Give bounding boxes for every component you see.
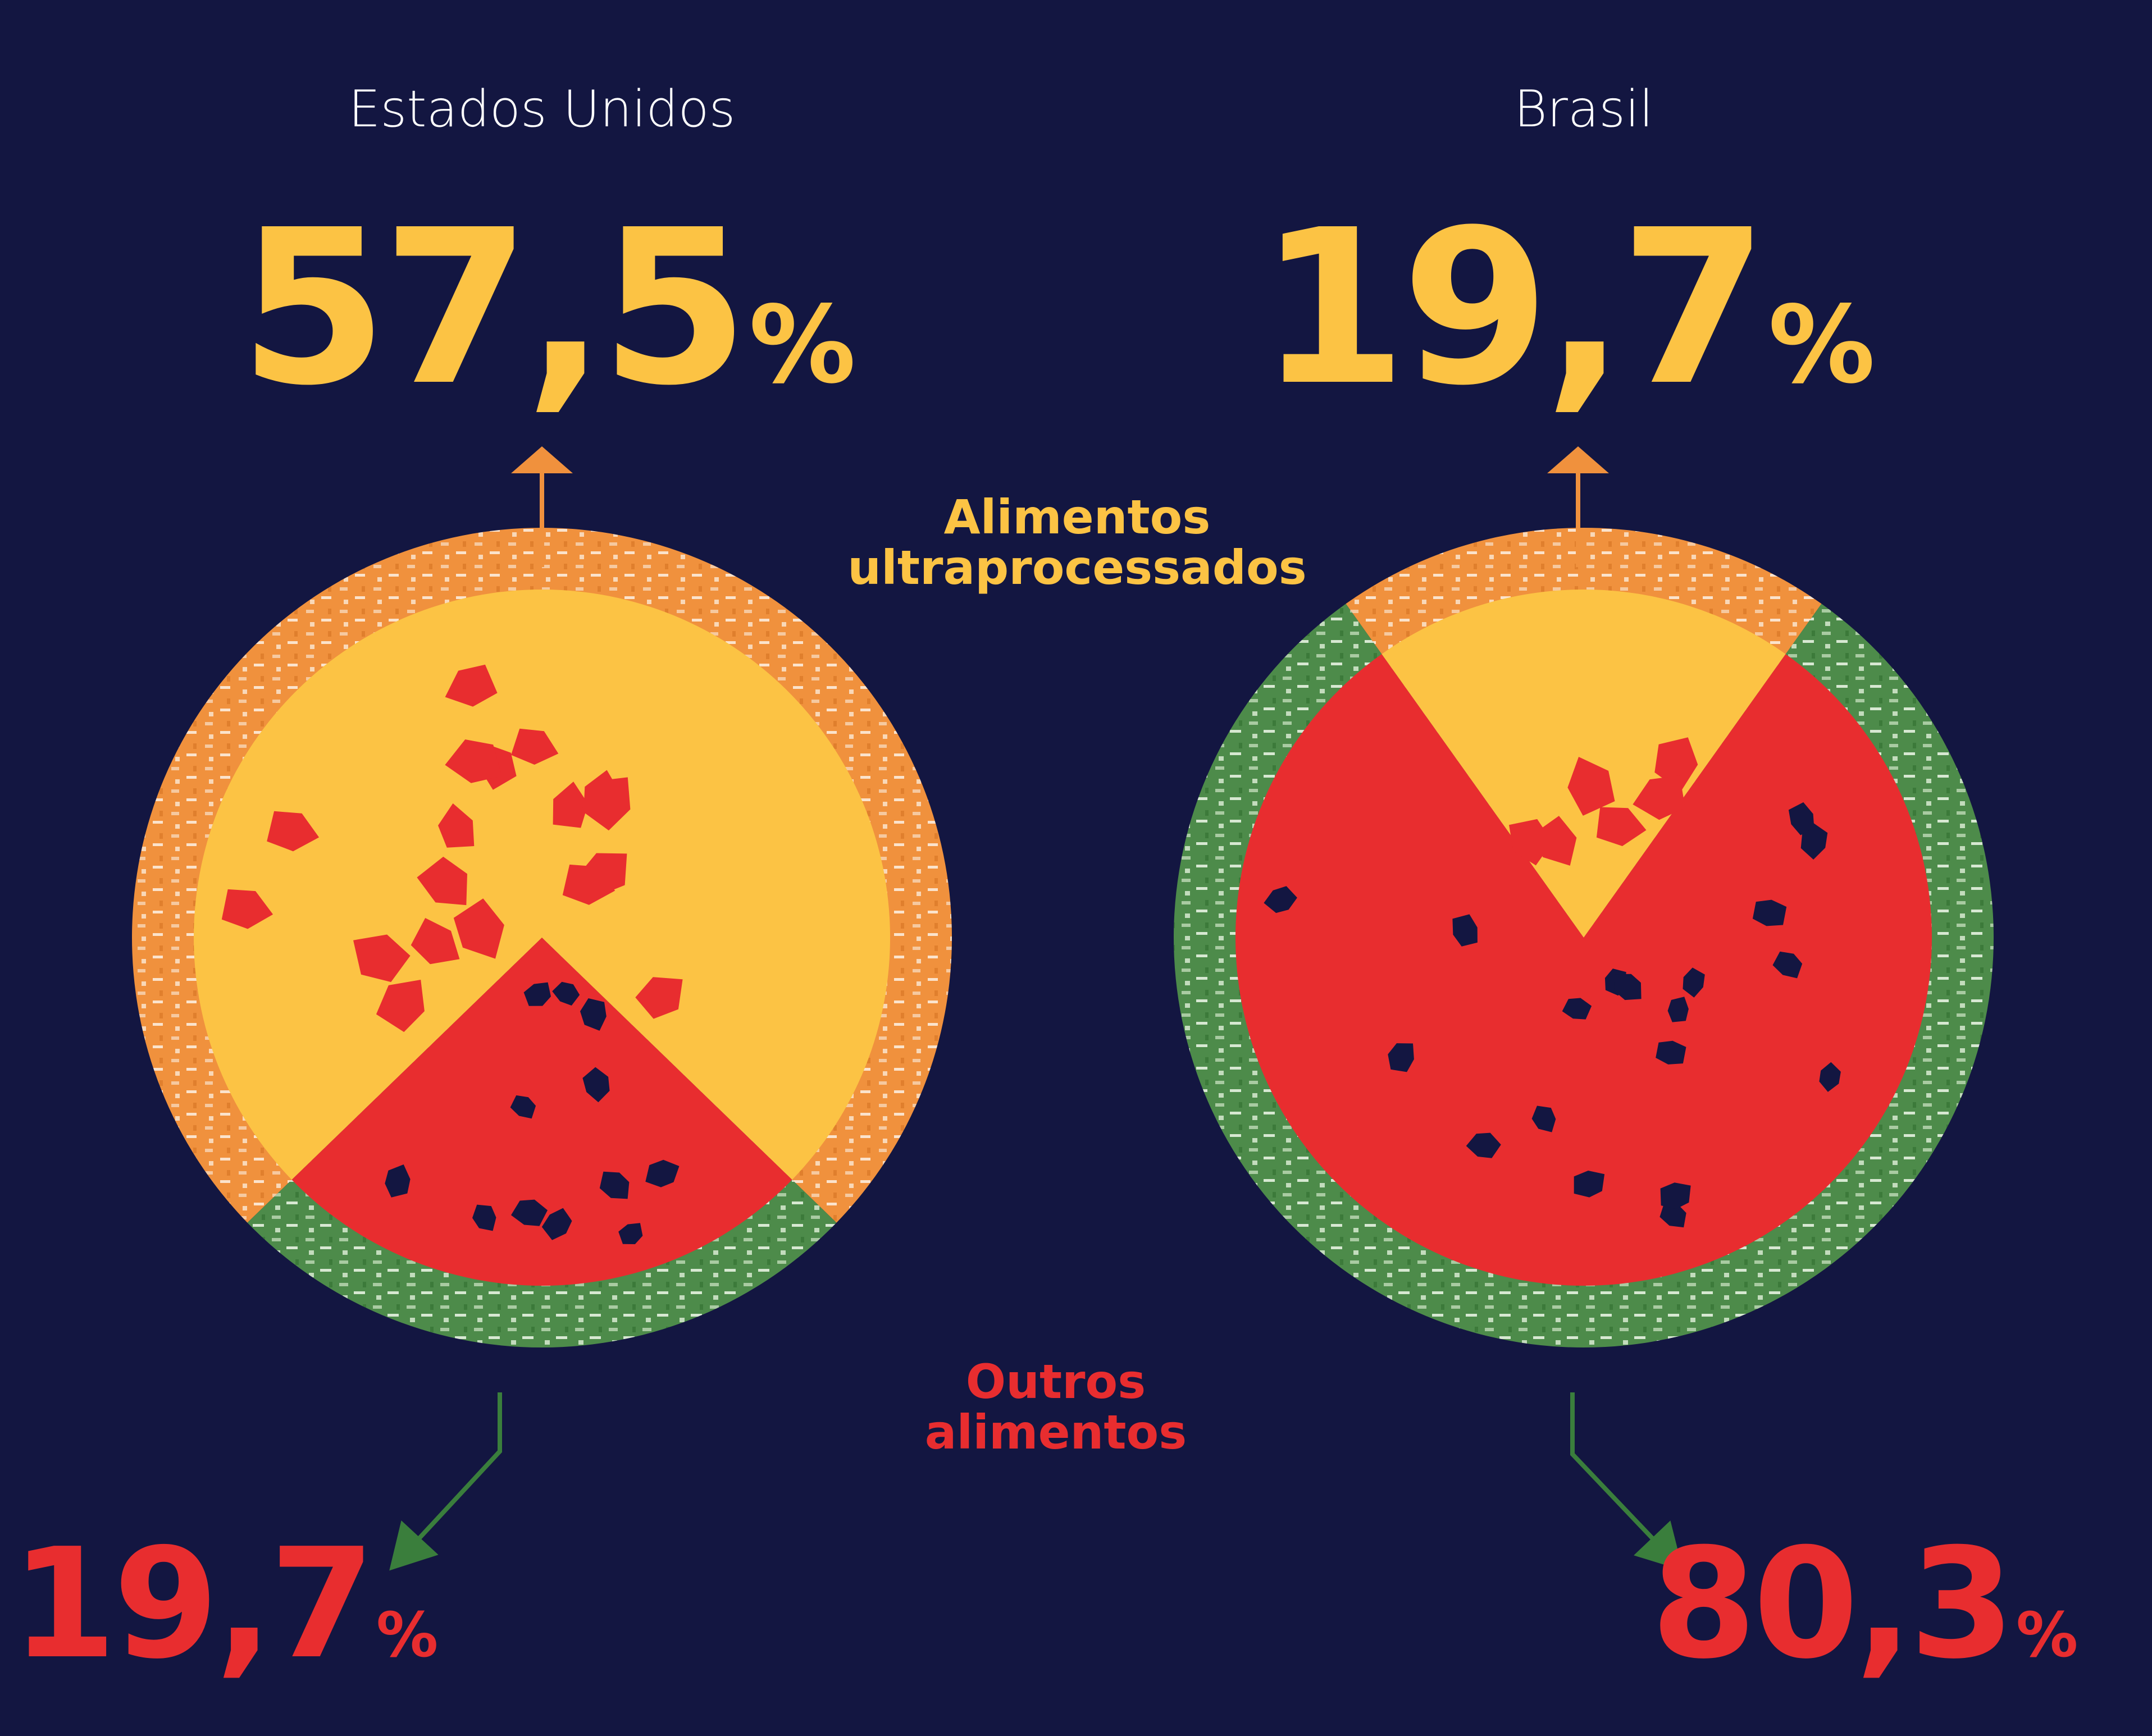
- seed: [523, 982, 551, 1006]
- seed: [472, 1204, 496, 1231]
- legend-ultraprocessed-line2: ultraprocessados: [847, 540, 1306, 595]
- arrowhead-ultraprocessed: [511, 446, 573, 473]
- pepperoni: [1567, 757, 1615, 816]
- seed: [1562, 998, 1592, 1020]
- seed: [541, 1208, 572, 1240]
- seed: [1264, 886, 1297, 913]
- seed: [1656, 1040, 1686, 1065]
- arrowhead-ultraprocessed: [1547, 446, 1609, 473]
- arrowhead-other: [1634, 1520, 1683, 1571]
- pepperoni: [445, 739, 502, 783]
- seed: [1660, 1182, 1691, 1209]
- arrow-other: [391, 1392, 502, 1568]
- pepperoni: [445, 664, 498, 707]
- pepperoni: [1633, 775, 1685, 820]
- seed: [1452, 914, 1478, 947]
- pepperoni: [581, 777, 631, 831]
- seed: [1667, 997, 1689, 1022]
- pepperoni: [578, 853, 627, 896]
- value-other: 80,3%: [1651, 1515, 2078, 1692]
- seed: [1659, 1203, 1686, 1228]
- pepperoni: [1509, 819, 1553, 866]
- pepperoni: [438, 803, 475, 848]
- seed: [582, 1067, 610, 1103]
- seed: [1772, 951, 1803, 979]
- pepperoni: [635, 977, 683, 1019]
- legend-other-line2: alimentos: [925, 1405, 1187, 1460]
- legend-ultraprocessed-line1: Alimentos: [944, 490, 1211, 545]
- country-label: Brasil: [1514, 80, 1653, 139]
- pepperoni: [511, 728, 559, 765]
- pepperoni: [221, 889, 273, 929]
- pepperoni: [553, 782, 589, 828]
- seed: [599, 1171, 630, 1199]
- pepperoni: [417, 856, 467, 906]
- seed: [645, 1159, 680, 1187]
- seed: [1574, 1171, 1605, 1198]
- slice-other: [1235, 654, 1932, 1286]
- seed: [1752, 899, 1787, 926]
- pepperoni: [1596, 807, 1647, 846]
- pepperoni: [453, 898, 504, 959]
- pepperoni: [353, 934, 411, 983]
- arrow-other: [1570, 1392, 1681, 1568]
- pie-chart-1: [132, 528, 952, 1347]
- legend-other-line1: Outros: [966, 1354, 1146, 1409]
- country-label: Estados Unidos: [349, 80, 736, 139]
- seed: [580, 998, 607, 1031]
- pepperoni: [1535, 816, 1577, 866]
- slice-other: [291, 938, 792, 1286]
- seed: [618, 1223, 643, 1244]
- seed: [385, 1164, 411, 1198]
- seed: [1800, 823, 1828, 860]
- seed: [552, 981, 580, 1006]
- slice-ultraprocessed: [193, 589, 890, 1180]
- seed: [510, 1095, 536, 1119]
- pie-chart-2: [1174, 528, 1994, 1348]
- seed: [1613, 974, 1642, 1001]
- pepperoni: [376, 980, 425, 1033]
- seed: [1819, 1062, 1841, 1092]
- value-ultraprocessed: 57,5%: [239, 184, 856, 432]
- seed: [1788, 802, 1814, 835]
- arrowhead-other: [389, 1520, 439, 1571]
- value-other: 19,7%: [11, 1515, 438, 1692]
- seed: [1683, 967, 1705, 998]
- seed: [1466, 1132, 1501, 1158]
- seed: [1531, 1105, 1556, 1132]
- pepperoni: [267, 811, 320, 852]
- seed: [511, 1199, 548, 1226]
- value-ultraprocessed: 19,7%: [1259, 184, 1875, 432]
- seed: [1388, 1043, 1414, 1072]
- pepperoni: [411, 918, 460, 965]
